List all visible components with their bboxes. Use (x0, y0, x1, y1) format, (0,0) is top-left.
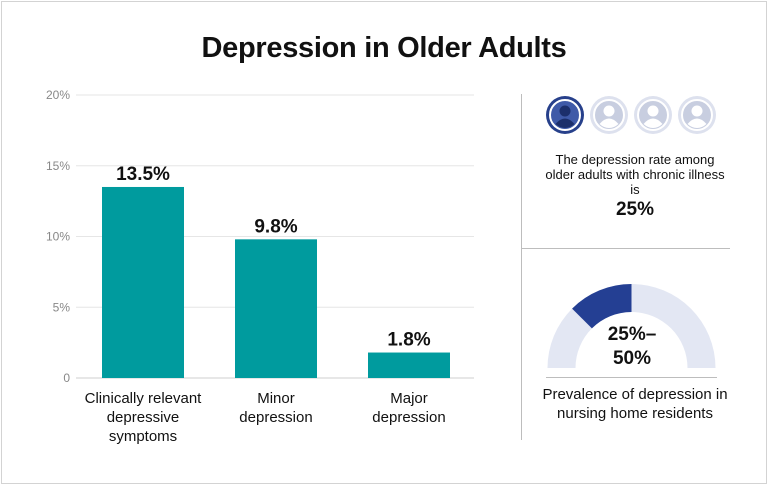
chronic-illness-text: The depression rate among older adults w… (545, 152, 725, 197)
vertical-divider (521, 94, 522, 440)
gauge-value: 25%– 50% (574, 323, 690, 371)
person-icon (678, 96, 716, 134)
gauge-value-line1: 25%– (607, 324, 657, 345)
gauge-caption: Prevalence of depression in nursing home… (542, 386, 728, 422)
y-tick-label: 20% (46, 88, 70, 102)
y-tick-label: 5% (53, 300, 71, 314)
avatar-row (546, 96, 716, 136)
data-label: 1.8% (387, 330, 430, 351)
bar (102, 186, 184, 378)
category-label: Major depression (372, 390, 446, 426)
data-label: 13.5% (116, 164, 170, 185)
person-icon (634, 96, 672, 134)
chart-title: Depression in Older Adults (201, 32, 567, 64)
horizontal-divider (521, 248, 730, 249)
bar (368, 352, 450, 378)
category-label: Clinically relevant depressive symptoms (84, 390, 202, 445)
bar (235, 239, 317, 378)
gauge-baseline (546, 377, 717, 378)
gauge-value-line2: 50% (612, 348, 652, 369)
gauge-highlight (572, 284, 632, 329)
category-label: Minor depression (239, 390, 313, 426)
y-tick-label: 10% (46, 230, 70, 244)
data-label: 9.8% (254, 216, 297, 237)
person-icon (590, 96, 628, 134)
y-tick-label: 0 (63, 371, 70, 385)
chronic-illness-value: 25% (615, 199, 655, 220)
y-tick-label: 15% (46, 159, 70, 173)
person-icon (546, 96, 584, 134)
